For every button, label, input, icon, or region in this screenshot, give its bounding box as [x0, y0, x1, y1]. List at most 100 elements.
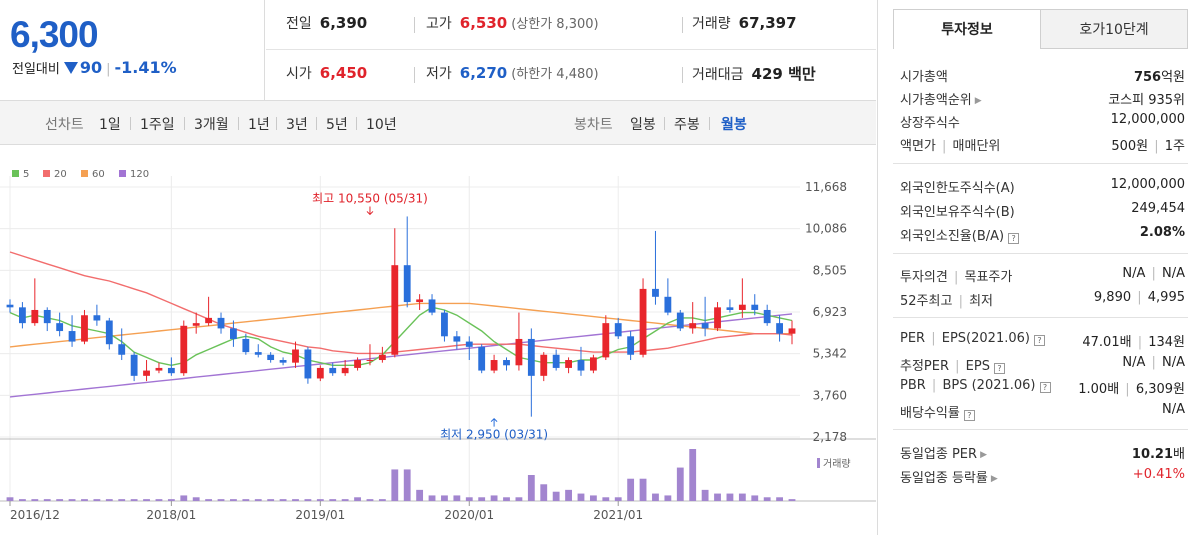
candle-body	[676, 312, 684, 329]
price-change-row: 전일대비 90 | -1.41%	[12, 58, 177, 77]
y-tick-label: 8,505	[813, 263, 847, 277]
divider	[664, 117, 665, 130]
info-key-text: 52주최고	[900, 294, 953, 309]
volume-bar	[329, 499, 337, 501]
info-value-text: N/A	[1162, 355, 1185, 370]
candle-monthly[interactable]: 월봉	[721, 117, 747, 133]
volume-bar	[589, 495, 597, 501]
candle-body	[130, 354, 138, 376]
period-1w[interactable]: 1주일	[140, 117, 175, 133]
y-tick-label: 5,342	[813, 347, 847, 361]
change-label: 전일대비	[12, 62, 60, 77]
candle-body	[205, 317, 213, 324]
candle-body	[230, 328, 237, 339]
candle-weekly[interactable]: 주봉	[674, 117, 700, 133]
help-icon[interactable]: ?	[963, 410, 975, 421]
period-5y[interactable]: 5년	[326, 117, 348, 133]
candle-body	[689, 323, 697, 329]
moving-average-lines	[9, 251, 793, 398]
volume-bar	[503, 497, 510, 501]
volume-bar	[118, 499, 126, 501]
info-row: 시가총액 756억원	[900, 66, 1185, 86]
help-icon[interactable]: ?	[1039, 382, 1051, 393]
candle-body	[738, 304, 746, 310]
open-value: 6,450	[319, 64, 368, 82]
volume-bar	[292, 499, 299, 501]
candle-body	[378, 354, 386, 361]
divider: |	[949, 270, 963, 285]
y-tick-label: 3,760	[813, 388, 847, 402]
arrow-up-icon	[490, 417, 498, 427]
ma120-line	[9, 313, 793, 398]
section-divider	[893, 253, 1188, 254]
x-tick-label: 2018/01	[146, 508, 196, 522]
period-3m[interactable]: 3개월	[194, 117, 229, 133]
change-amount: 90	[79, 58, 103, 77]
info-value-text: 배	[1173, 447, 1185, 462]
period-1d[interactable]: 1일	[99, 117, 121, 133]
divider	[414, 17, 415, 33]
candle-body	[589, 357, 597, 371]
period-3y[interactable]: 3년	[286, 117, 308, 133]
divider: |	[954, 294, 968, 309]
volume-bar	[540, 484, 548, 501]
candle-body	[366, 360, 374, 362]
candle-body	[31, 309, 39, 324]
info-key[interactable]: 동일업종 PER ▶	[900, 443, 987, 462]
candle-body	[6, 304, 14, 308]
info-key-text: PBR	[900, 378, 926, 393]
stock-chart[interactable]: 5 20 60 120 거래량 11,668 10,086 8,505 6,923 5,342…	[0, 146, 876, 535]
volume-bar	[714, 493, 721, 501]
candle-body	[527, 338, 535, 376]
volume-bar	[763, 497, 771, 501]
info-key: 시가총액	[900, 66, 948, 85]
candle-body	[391, 265, 399, 355]
info-value-text: 249,454	[1131, 201, 1185, 216]
candle-body	[714, 307, 721, 329]
divider: |	[927, 378, 941, 393]
info-key: 외국인보유주식수(B)	[900, 201, 1015, 220]
volume-bar	[205, 499, 213, 501]
tab-order-book[interactable]: 호가10단계	[1040, 9, 1188, 49]
divider: |	[927, 331, 940, 346]
candle-body	[43, 309, 51, 324]
info-row: 상장주식수 12,000,000	[900, 112, 1185, 132]
info-key-text: 투자의견	[900, 270, 948, 285]
y-tick-label: 2,178	[813, 430, 847, 444]
ma5-line	[9, 306, 793, 367]
info-row: 배당수익률? N/A	[900, 402, 1185, 422]
x-tick-label: 2021/01	[593, 508, 643, 522]
candle-body	[292, 349, 299, 363]
help-icon[interactable]: ?	[1008, 233, 1020, 244]
candle-daily[interactable]: 일봉	[630, 117, 656, 133]
divider: |	[1147, 355, 1160, 370]
info-key: 52주최고 | 최저	[900, 290, 993, 309]
info-key[interactable]: 시가총액순위 ▶	[900, 89, 982, 108]
arrow-down-icon	[366, 206, 374, 216]
info-key-text: 시가총액	[900, 70, 948, 85]
help-icon[interactable]: ?	[993, 363, 1005, 374]
info-key: 배당수익률?	[900, 402, 975, 421]
candle-body	[354, 360, 361, 368]
help-icon[interactable]: ?	[1033, 335, 1045, 346]
info-value-bold: 2.08%	[1139, 225, 1185, 240]
period-10y[interactable]: 10년	[366, 117, 397, 133]
volume-bar	[167, 499, 175, 501]
price-summary: 전일 6,390 고가 6,530 (상한가 8,300) 거래량 67,397 시가 6…	[266, 0, 876, 100]
info-value-text: 47.01배	[1082, 335, 1132, 350]
volume-bar	[254, 499, 262, 501]
tab-investment-info[interactable]: 투자정보	[893, 9, 1041, 49]
candle-body	[478, 346, 486, 371]
info-value: 756억원	[1134, 66, 1185, 85]
volume-bar	[341, 499, 349, 501]
divider	[682, 17, 683, 33]
volume-bar	[751, 495, 759, 501]
candles	[6, 216, 796, 417]
volume-bar	[31, 499, 39, 501]
period-1y[interactable]: 1년	[248, 117, 270, 133]
info-row: PER | EPS(2021.06)? 47.01배 | 134원	[900, 331, 1185, 351]
info-value: 500원 | 1주	[1111, 135, 1185, 154]
info-key[interactable]: 동일업종 등락률 ▶	[900, 467, 998, 486]
divider: |	[1121, 382, 1134, 397]
volume-bar	[304, 499, 312, 501]
